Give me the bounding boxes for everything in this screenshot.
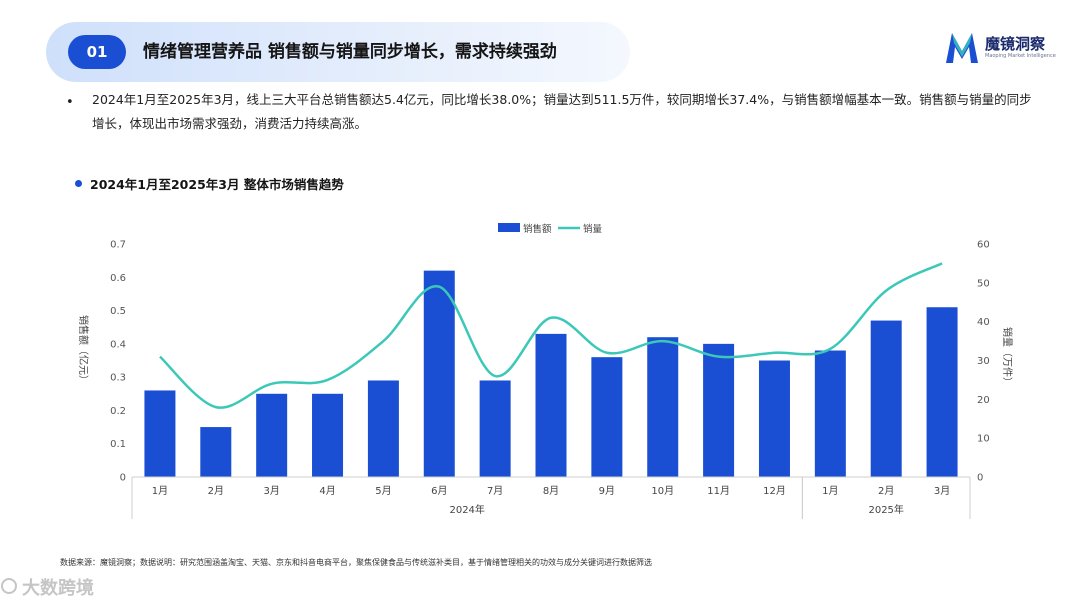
y-tick-label: 0.4 [110,339,126,350]
brand-logo-icon [946,33,978,63]
y-tick-label: 0.6 [110,273,126,284]
x-tick-label: 7月 [487,485,503,497]
y-right-tick-label: 30 [977,356,990,367]
x-tick-label: 10月 [651,485,674,497]
x-tick-label: 6月 [431,485,447,497]
y-right-tick-label: 50 [977,278,990,289]
chart-heading-dot [75,180,82,187]
bar-sales [758,360,790,477]
bar-sales [200,427,232,477]
x-tick-label: 4月 [319,485,335,497]
chart-heading: 2024年1月至2025年3月 整体市场销售趋势 [90,177,344,192]
y-tick-label: 0.7 [110,240,126,251]
header-band [46,22,630,82]
source-note: 数据来源：魔镜洞察；数据说明：研究范围涵盖淘宝、天猫、京东和抖音电商平台，聚焦保… [60,558,652,567]
y-tick-label: 0 [120,473,126,484]
summary-text: 2024年1月至2025年3月，线上三大平台总销售额达5.4亿元，同比增长38.… [92,92,1032,131]
x-tick-label: 5月 [375,485,391,497]
x-tick-label: 1月 [822,485,838,497]
bar-sales [591,357,623,477]
y-tick-label: 0.1 [110,439,126,450]
page-title: 情绪管理营养品 销售额与销量同步增长，需求持续强劲 [143,42,557,62]
x-tick-label: 9月 [599,485,615,497]
watermark: 大数跨境 [22,578,94,599]
x-tick-label: 3月 [263,485,279,497]
x-tick-label: 11月 [707,485,730,497]
legend-label-sales: 销售额 [523,223,552,235]
line-volume [159,262,943,409]
y-right-axis-title: 销量（万件） [1001,327,1014,387]
section-number-badge: 01 [68,35,126,69]
bar-sales [312,393,344,477]
bar-sales [703,343,735,477]
x-tick-label: 2月 [878,485,894,497]
bar-sales [870,320,902,477]
y-axis-title: 销售额（亿元） [77,315,90,385]
x-group-label: 2025年 [868,503,903,516]
x-tick-label: 12月 [763,485,786,497]
brand: 魔镜洞察 Maoping Market Intelligence [944,31,1064,67]
bar-sales [367,380,399,477]
bar-sales [256,393,288,477]
brand-subtitle: Maoping Market Intelligence [985,53,1056,59]
x-tick-label: 3月 [934,485,950,497]
x-tick-label: 8月 [543,485,559,497]
y-tick-label: 0.2 [110,406,126,417]
bar-sales [423,270,455,477]
x-group-label: 2024年 [449,503,484,516]
bar-sales [926,307,958,477]
bar-sales [479,380,511,477]
watermark-icon [1,578,17,594]
bar-sales [535,333,567,477]
x-tick-label: 2月 [208,485,224,497]
bar-sales [647,337,679,477]
y-right-tick-label: 0 [977,473,983,484]
summary-bullet: • [66,95,74,110]
y-right-tick-label: 20 [977,395,990,406]
bar-sales [814,350,846,477]
y-tick-label: 0.3 [110,373,126,384]
x-tick-label: 1月 [152,485,168,497]
y-right-tick-label: 40 [977,317,990,328]
y-tick-label: 0.5 [110,306,126,317]
bar-sales [144,390,176,477]
brand-name: 魔镜洞察 [985,35,1046,53]
y-right-tick-label: 60 [977,240,990,251]
y-right-tick-label: 10 [977,434,990,445]
legend-swatch-sales [498,223,520,232]
legend-label-volume: 销量 [583,223,603,235]
